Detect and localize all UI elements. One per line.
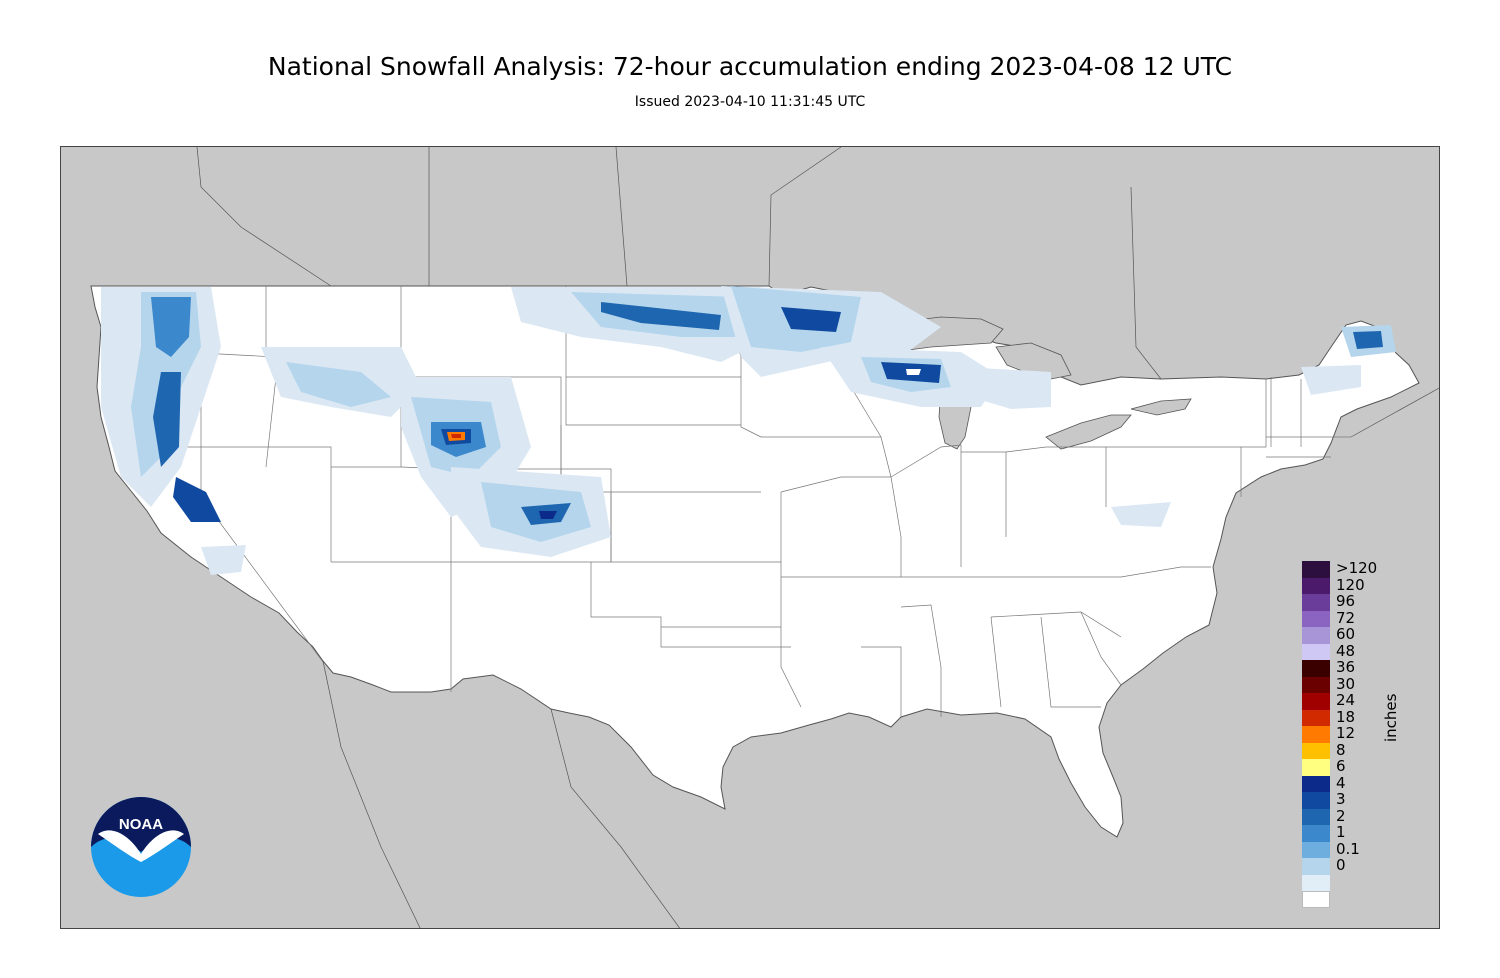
legend-label: 96 (1336, 592, 1356, 610)
legend-swatch (1302, 874, 1330, 891)
legend-swatch (1302, 726, 1330, 743)
legend-label: 2 (1336, 806, 1346, 825)
noaa-logo-graphic: NOAA (91, 797, 191, 897)
legend-label: 8 (1336, 740, 1346, 759)
noaa-logo-text: NOAA (119, 816, 163, 833)
legend-label: >120 (1336, 559, 1378, 577)
legend-label: 30 (1336, 674, 1356, 693)
legend-swatch (1302, 709, 1330, 726)
legend-label: 3 (1336, 790, 1346, 808)
snowfall-map (60, 146, 1440, 929)
legend-swatch (1302, 792, 1330, 809)
legend-label: 0.1 (1336, 839, 1360, 858)
legend-label: 0 (1336, 856, 1346, 874)
legend-label: 12 (1336, 724, 1356, 742)
international-borders (196, 147, 1439, 928)
map-title: National Snowfall Analysis: 72-hour accu… (267, 52, 1233, 81)
legend-label: 24 (1336, 691, 1356, 709)
map-canvas (90, 147, 1439, 928)
legend-swatch (1302, 643, 1330, 660)
legend-swatch (1302, 676, 1330, 693)
legend-swatch (1302, 775, 1330, 792)
legend-swatch (1302, 742, 1330, 759)
legend-label: 60 (1336, 625, 1356, 643)
legend-swatch (1302, 759, 1330, 776)
legend-swatch (1302, 825, 1330, 842)
legend-label: 72 (1336, 608, 1356, 627)
legend-label: 36 (1336, 658, 1356, 676)
legend-swatch (1302, 627, 1330, 644)
legend-label: 4 (1336, 773, 1346, 792)
legend-swatch (1302, 808, 1330, 825)
legend-swatch (1302, 594, 1330, 611)
noaa-logo: NOAA (90, 796, 192, 898)
issued-timestamp: Issued 2023-04-10 11:31:45 UTC (634, 94, 866, 110)
legend-label: 48 (1336, 641, 1356, 660)
legend-unit-label: inches (1382, 693, 1400, 742)
legend-swatch (1302, 561, 1330, 578)
legend-swatch (1302, 610, 1330, 627)
legend-label: 120 (1336, 575, 1365, 594)
legend-label: 1 (1336, 823, 1346, 841)
legend-label: 18 (1336, 707, 1356, 726)
legend-swatch (1302, 693, 1330, 710)
legend-swatch (1302, 841, 1330, 858)
legend-swatch (1302, 858, 1330, 875)
legend-swatch (1302, 577, 1330, 594)
snowfall-contours (101, 286, 1396, 575)
legend-swatch (1302, 891, 1330, 908)
legend-swatch (1302, 660, 1330, 677)
legend-label: 6 (1336, 757, 1346, 775)
